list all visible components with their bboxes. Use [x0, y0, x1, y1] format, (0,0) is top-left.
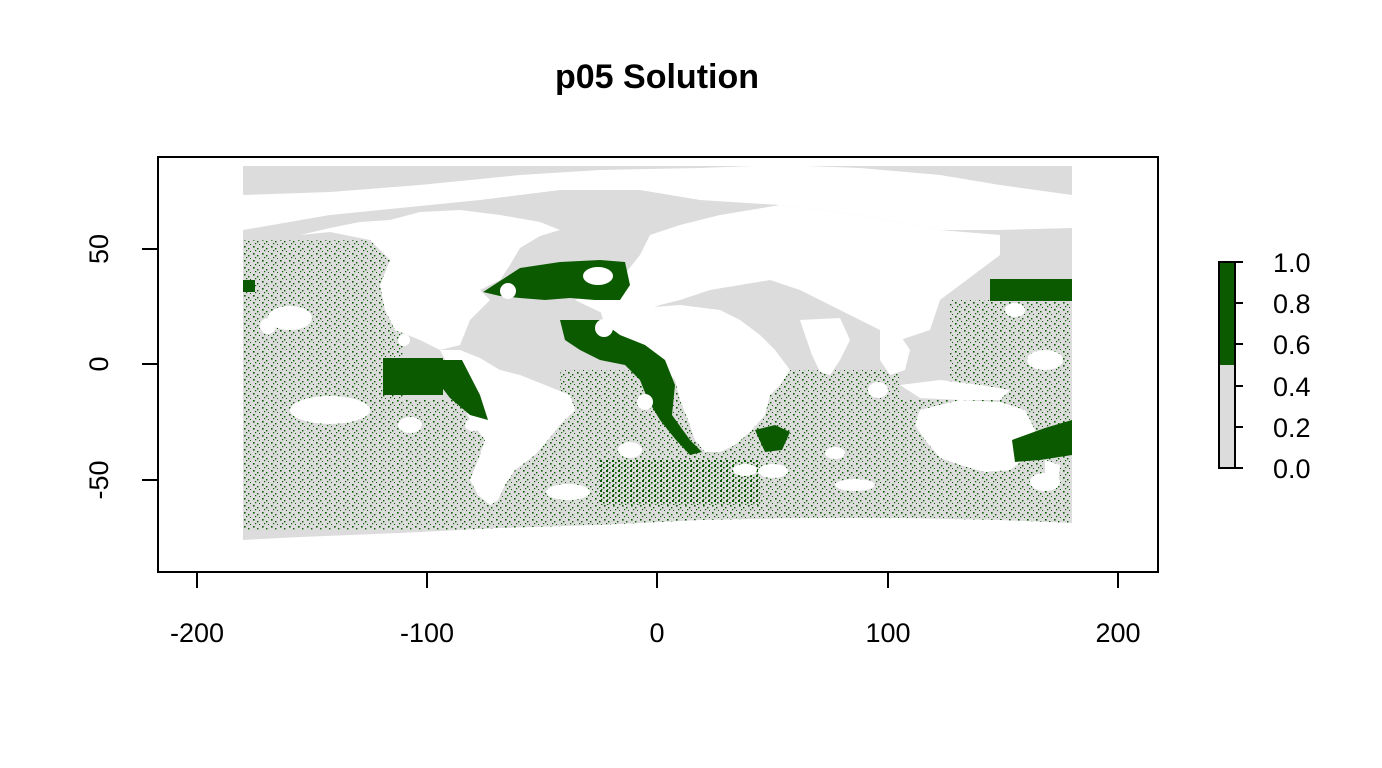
- plot-title: p05 Solution: [555, 58, 759, 96]
- land-eurasia: [575, 205, 1000, 340]
- selected-north-pacific-west: [243, 280, 255, 292]
- x-tick-marks: [196, 572, 1119, 588]
- legend-tick-label: 0.4: [1273, 372, 1311, 402]
- x-tick-label: -100: [400, 618, 454, 648]
- land-africa: [600, 305, 790, 452]
- selected-west-africa: [560, 320, 702, 455]
- legend-frame: [1218, 261, 1236, 469]
- land-north-america: [300, 210, 560, 350]
- legend-tick-marks: [1235, 261, 1243, 469]
- legend-tick-label: 0.2: [1273, 413, 1311, 443]
- legend-tick-label: 0.8: [1273, 289, 1311, 319]
- land-se-asia: [880, 330, 910, 375]
- legend-swatch-selected: [1219, 262, 1235, 365]
- legend-colorbar: 1.0 0.8 0.6 0.4 0.2 0.0: [1218, 248, 1311, 484]
- legend-tick-label: 0.0: [1273, 454, 1311, 484]
- selected-tasman: [1012, 420, 1072, 462]
- land-india: [800, 318, 850, 375]
- land-antarctica: [243, 518, 1072, 572]
- x-tick-label: 100: [865, 618, 910, 648]
- y-tick-label: -50: [84, 460, 114, 499]
- selected-peru-chile: [430, 360, 488, 420]
- y-tick-label: 0: [84, 356, 114, 371]
- land-arctic-top-edge: [243, 158, 1072, 166]
- y-axis: -50 0 50: [84, 234, 158, 500]
- y-tick-marks: [142, 248, 158, 481]
- y-tick-label: 50: [84, 234, 114, 264]
- land-indonesia: [900, 380, 1010, 400]
- land-arctic-north: [243, 165, 1072, 230]
- x-tick-label: -200: [170, 618, 224, 648]
- x-axis: -200 -100 0 100 200: [170, 572, 1141, 648]
- excluded-areas: [260, 267, 1063, 500]
- x-tick-label: 200: [1095, 618, 1140, 648]
- selected-kuroshio: [990, 279, 1072, 301]
- legend-tick-label: 0.6: [1273, 330, 1311, 360]
- legend-swatch-not-selected: [1219, 365, 1235, 468]
- x-tick-label: 0: [649, 618, 664, 648]
- ocean-speckle-dense-south-africa: [600, 460, 760, 505]
- land-australia: [915, 400, 1035, 472]
- legend-tick-label: 1.0: [1273, 248, 1311, 278]
- raster-layer: [243, 158, 1072, 572]
- selected-sw-indian: [755, 425, 790, 452]
